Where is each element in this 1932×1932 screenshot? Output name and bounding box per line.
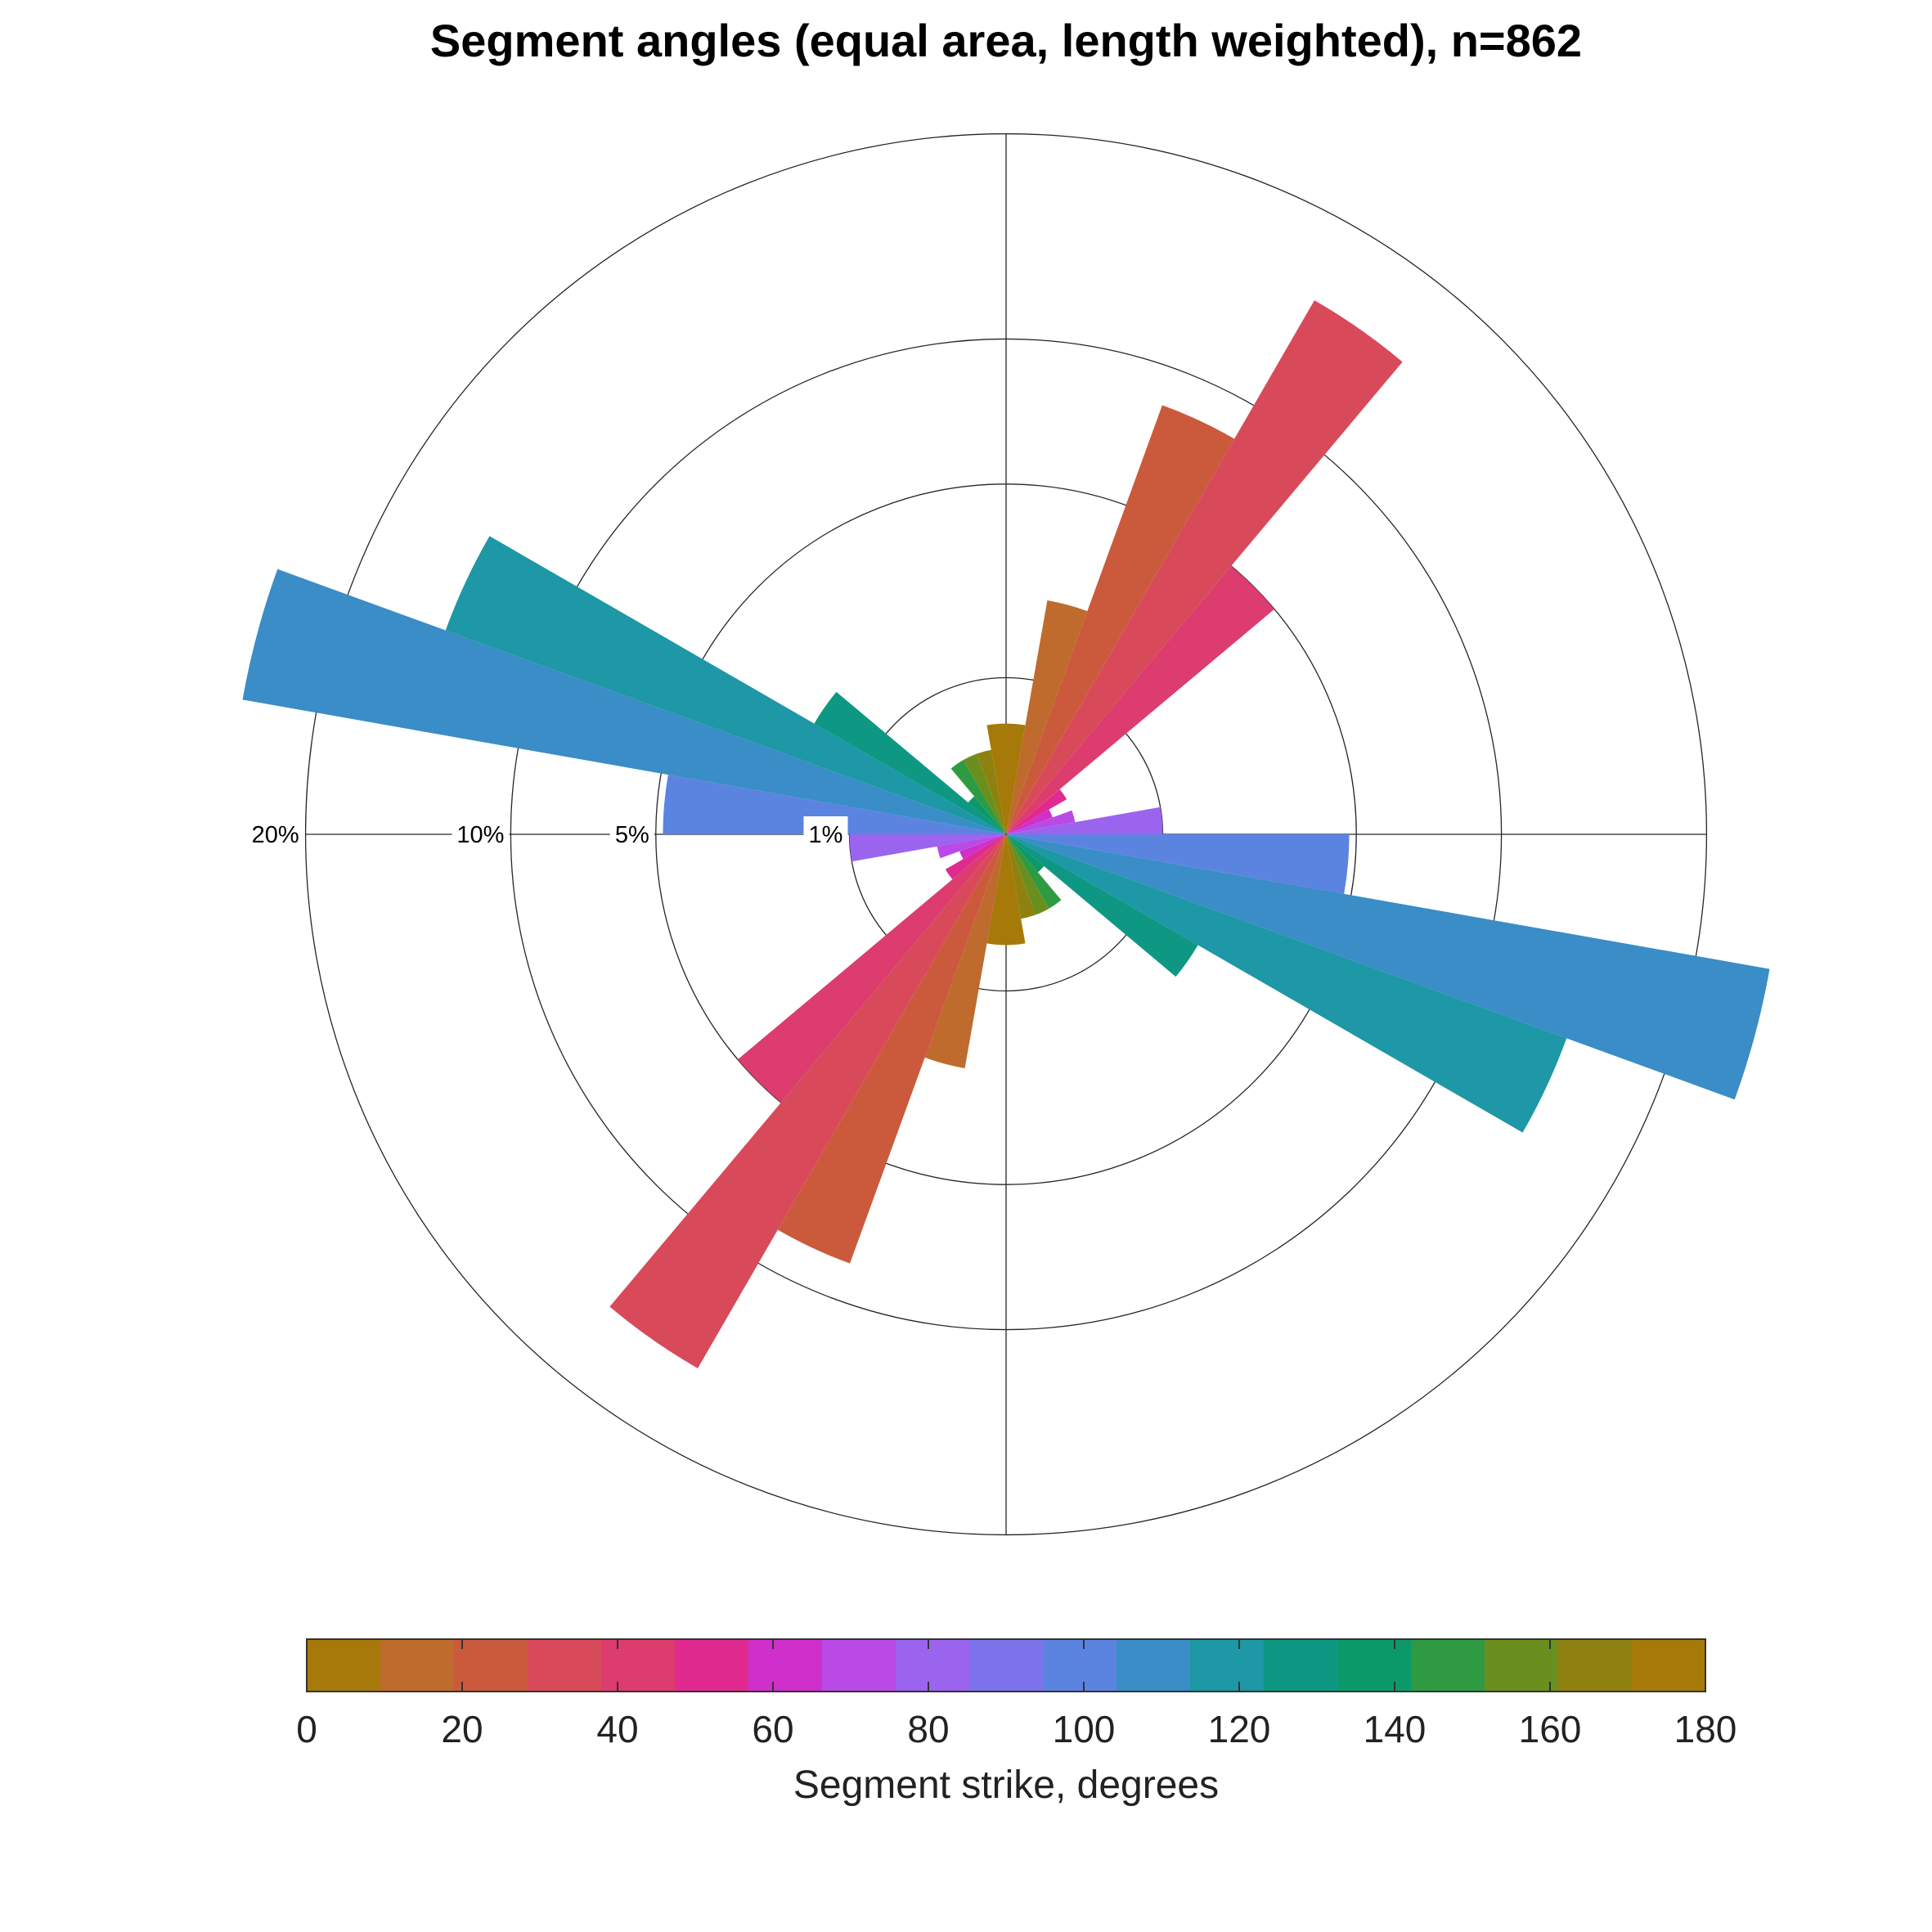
rose-petal-130-mirror bbox=[968, 796, 1006, 834]
rose-petal-70 bbox=[1006, 810, 1076, 834]
colorbar-swatch-12 bbox=[1190, 1639, 1265, 1692]
rose-petal-150 bbox=[1006, 834, 1049, 915]
colorbar-swatch-8 bbox=[896, 1639, 970, 1692]
colorbar-tick-label-60: 60 bbox=[752, 1708, 793, 1750]
colorbar-tick-label-80: 80 bbox=[907, 1708, 949, 1750]
rose-petal-60 bbox=[1006, 809, 1053, 834]
ring-labels: 1% 5% 10% 20% bbox=[246, 816, 848, 852]
chart-title: Segment angles (equal area, length weigh… bbox=[430, 15, 1582, 66]
colorbar-swatch-17 bbox=[1558, 1639, 1633, 1692]
colorbar-swatch-15 bbox=[1411, 1639, 1485, 1692]
rose-petal-70-mirror bbox=[937, 834, 1006, 859]
rose-petal-30 bbox=[1006, 300, 1403, 834]
colorbar: 0 20 40 60 80 100 120 140 160 180 Segment strike,… bbox=[296, 1638, 1737, 1807]
ring-label-20pct: 20% bbox=[252, 822, 299, 848]
colorbar-tick-label-0: 0 bbox=[296, 1708, 317, 1750]
colorbar-swatch-6 bbox=[748, 1639, 823, 1692]
colorbar-swatch-5 bbox=[675, 1639, 749, 1692]
rose-petal-80 bbox=[1006, 806, 1163, 834]
colorbar-swatch-13 bbox=[1264, 1639, 1338, 1692]
colorbar-swatch-11 bbox=[1117, 1639, 1191, 1692]
colorbar-swatch-16 bbox=[1485, 1639, 1559, 1692]
rose-petal-50-mirror bbox=[945, 834, 1006, 880]
rose-petal-100-mirror bbox=[242, 568, 1006, 834]
rose-petal-90-mirror bbox=[663, 775, 1006, 834]
rose-petal-160-mirror bbox=[977, 749, 1006, 834]
polar-grid bbox=[304, 133, 1708, 1536]
rose-petal-0 bbox=[1006, 723, 1026, 834]
rose-petal-140-mirror bbox=[950, 760, 1006, 834]
rose-petal-120-mirror bbox=[814, 691, 1006, 834]
rose-petal-170 bbox=[1006, 834, 1026, 946]
ring-label-bg-1% bbox=[803, 816, 848, 852]
rose-petal-20-mirror bbox=[777, 834, 1006, 1264]
ring-label-bg-20% bbox=[246, 816, 304, 852]
rose-petal-50 bbox=[1006, 789, 1067, 834]
colorbar-tick-label-160: 160 bbox=[1519, 1708, 1582, 1750]
rose-petal-130 bbox=[1006, 834, 1045, 873]
colorbar-swatch-18 bbox=[1632, 1639, 1706, 1692]
colorbar-ticks: 0 20 40 60 80 100 120 140 160 180 bbox=[296, 1639, 1737, 1750]
colorbar-tick-label-20: 20 bbox=[441, 1708, 483, 1750]
rose-petals bbox=[242, 300, 1770, 1368]
rose-petal-60-mirror bbox=[959, 834, 1006, 860]
rose-petal-100 bbox=[1006, 834, 1770, 1100]
colorbar-tick-label-140: 140 bbox=[1364, 1708, 1427, 1750]
ring-label-10pct: 10% bbox=[456, 822, 504, 848]
colorbar-swatch-4 bbox=[601, 1639, 676, 1692]
rose-petal-110-mirror bbox=[445, 536, 1006, 834]
colorbar-swatch-7 bbox=[822, 1639, 896, 1692]
colorbar-swatch-0 bbox=[307, 1639, 381, 1692]
colorbar-label: Segment strike, degrees bbox=[793, 1764, 1219, 1807]
rose-petal-160 bbox=[1006, 834, 1036, 919]
colorbar-tick-label-40: 40 bbox=[596, 1708, 638, 1750]
colorbar-swatch-2 bbox=[454, 1639, 528, 1692]
rose-petal-150-mirror bbox=[963, 753, 1006, 834]
colorbar-tick-label-100: 100 bbox=[1053, 1708, 1116, 1750]
rose-petal-90 bbox=[1006, 834, 1350, 894]
colorbar-tick-label-180: 180 bbox=[1674, 1708, 1737, 1750]
colorbar-swatch-14 bbox=[1337, 1639, 1412, 1692]
rose-petal-0-mirror bbox=[986, 834, 1006, 946]
rose-petal-40 bbox=[1006, 565, 1275, 834]
ring-label-5pct: 5% bbox=[615, 822, 649, 848]
rose-petal-30-mirror bbox=[609, 834, 1006, 1368]
colorbar-swatches bbox=[307, 1639, 1706, 1692]
colorbar-swatch-10 bbox=[1043, 1639, 1117, 1692]
colorbar-frame bbox=[306, 1638, 1706, 1692]
rose-petal-120 bbox=[1006, 834, 1198, 977]
colorbar-swatch-3 bbox=[528, 1639, 602, 1692]
ring-label-bg-10% bbox=[452, 816, 510, 852]
colorbar-tick-label-120: 120 bbox=[1208, 1708, 1271, 1750]
rose-petal-10-mirror bbox=[924, 834, 1006, 1069]
ring-label-1pct: 1% bbox=[809, 822, 843, 848]
rose-petal-40-mirror bbox=[737, 834, 1006, 1103]
colorbar-swatch-1 bbox=[380, 1639, 455, 1692]
rose-petal-10 bbox=[1006, 600, 1088, 834]
rose-petal-110 bbox=[1006, 834, 1567, 1133]
rose-petal-20 bbox=[1006, 405, 1235, 834]
rose-petal-140 bbox=[1006, 834, 1062, 909]
rose-petal-170-mirror bbox=[986, 723, 1006, 834]
ring-label-bg-5% bbox=[609, 816, 654, 852]
colorbar-swatch-9 bbox=[969, 1639, 1044, 1692]
rose-petal-80-mirror bbox=[849, 834, 1006, 862]
